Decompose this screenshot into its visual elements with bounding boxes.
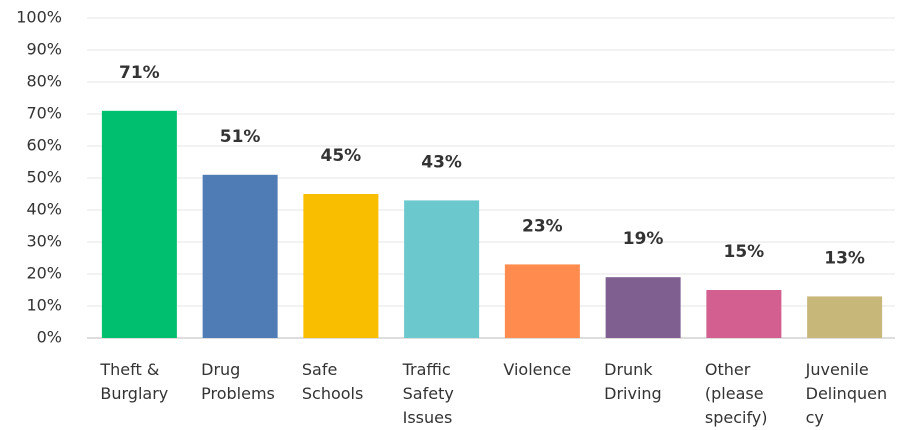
y-tick-label: 40% [26,200,62,219]
y-tick-label: 70% [26,104,62,123]
bar [303,194,379,338]
bar [202,174,278,338]
value-label: 19% [623,229,664,249]
bar [706,290,782,338]
y-tick-label: 100% [16,8,62,27]
y-tick-label: 90% [26,40,62,59]
y-tick-label: 80% [26,72,62,91]
x-tick-label: Drug Problems [201,360,275,403]
y-tick-label: 10% [26,296,62,315]
bar [404,200,480,338]
y-tick-label: 50% [26,168,62,187]
value-label: 15% [724,242,765,262]
y-tick-label: 60% [26,136,62,155]
y-tick-label: 20% [26,264,62,283]
value-label: 13% [824,248,865,268]
value-label: 71% [119,63,160,83]
x-tick-label: Traffic Safety Issues [402,360,454,427]
x-tick-label: Other (please specify) [704,360,768,427]
bar [807,296,883,338]
value-label: 23% [522,216,563,236]
value-label: 43% [421,152,462,172]
y-tick-label: 0% [37,328,62,347]
bar [101,110,177,338]
x-tick-label: Juvenile Delinquency [805,360,888,427]
value-label: 45% [321,146,362,166]
x-tick-label: Theft & Burglary [100,360,169,403]
value-label: 51% [220,127,261,147]
x-tick-label: Violence [503,360,572,379]
x-tick-label: Safe Schools [301,360,364,403]
bar [605,277,681,338]
x-tick-label: Drunk Driving [604,360,662,403]
bar [504,264,580,338]
y-tick-label: 30% [26,232,62,251]
